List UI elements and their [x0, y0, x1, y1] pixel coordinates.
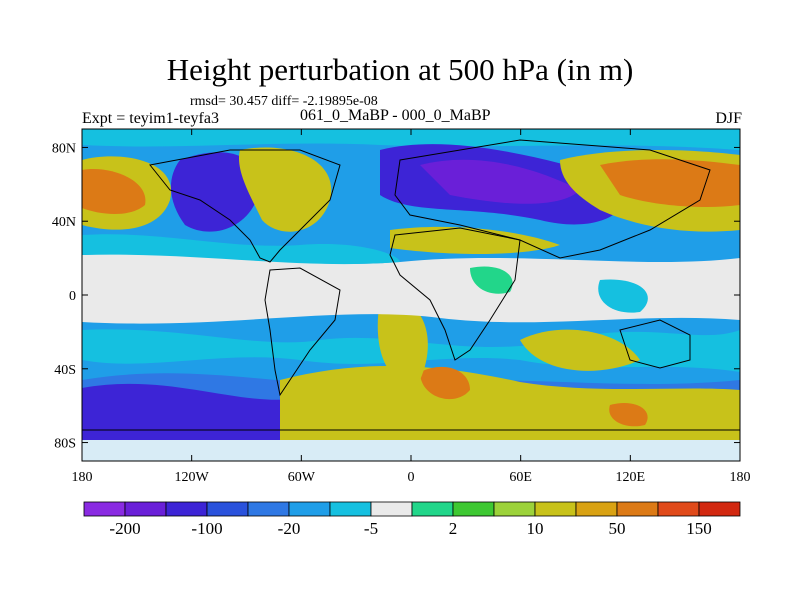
colorbar-label: -100	[191, 519, 222, 538]
colorbar-label: 150	[686, 519, 712, 538]
stats-label: rmsd= 30.457 diff= -2.19895e-08	[190, 94, 378, 109]
antarctic-band	[82, 440, 740, 461]
x-tick-label: 180	[72, 470, 93, 485]
tropical-neutral-band	[82, 254, 740, 324]
colorbar-swatch	[124, 501, 167, 517]
colorbar-swatch	[288, 501, 331, 517]
colorbar-label: 10	[527, 519, 544, 538]
x-axis: 180 120W 60W 0 60E 120E 180	[72, 129, 751, 485]
y-tick-label: 40S	[54, 363, 76, 378]
coastlines	[82, 139, 740, 431]
atlantic-ridge	[239, 147, 332, 232]
colorbar-swatch	[206, 501, 249, 517]
eurasia-trough-core	[420, 159, 580, 204]
colorbar-swatch	[83, 501, 126, 517]
colorbar-swatch	[616, 501, 659, 517]
x-tick-label: 120E	[616, 470, 646, 485]
colorbar-swatch	[452, 501, 495, 517]
siberia-high	[600, 159, 740, 207]
figure-title: Height perturbation at 500 hPa (in m)	[166, 52, 634, 87]
y-axis: 80N 40N 0 40S 80S	[52, 141, 740, 452]
south-indian-high	[609, 402, 648, 427]
south-indian-yellow	[520, 329, 640, 371]
experiment-label: Expt = teyim1-teyfa3	[82, 110, 219, 127]
contour-field	[82, 129, 740, 461]
colorbar-label: -20	[278, 519, 301, 538]
colorbar-label: 50	[609, 519, 626, 538]
south-america-outline	[264, 267, 341, 397]
colorbar-swatch	[247, 501, 290, 517]
colorbar-swatch	[493, 501, 536, 517]
season-label: DJF	[715, 110, 742, 127]
colorbar-label: -200	[109, 519, 140, 538]
australia-outline	[619, 319, 691, 369]
x-tick-label: 60E	[509, 470, 532, 485]
colorbar-swatch	[575, 501, 618, 517]
mediterranean-ridge	[390, 226, 560, 254]
colorbar-swatch	[534, 501, 577, 517]
north-america-outline	[149, 149, 341, 263]
subtropical-cyan	[82, 234, 400, 265]
period-label: 061_0_MaBP - 000_0_MaBP	[300, 107, 491, 124]
x-tick-label: 180	[730, 470, 751, 485]
x-tick-label: 60W	[288, 470, 316, 485]
eurasia-outline	[394, 139, 711, 259]
south-atlantic-yellow	[377, 298, 428, 383]
colorbar-label: 2	[449, 519, 458, 538]
south-pacific-trough	[82, 383, 300, 440]
indonesia-cyan-patch	[598, 279, 648, 313]
y-tick-label: 0	[69, 289, 76, 304]
africa-green-patch	[470, 266, 513, 294]
colorbar: -200 -100 -20 -5 2 10 50 150	[83, 501, 741, 538]
x-tick-label: 120W	[175, 470, 210, 485]
x-tick-label: 0	[408, 470, 415, 485]
y-tick-label: 40N	[52, 215, 76, 230]
y-tick-label: 80N	[52, 141, 76, 156]
colorbar-swatch	[329, 501, 372, 517]
north-america-trough	[170, 152, 260, 232]
colorbar-label: -5	[364, 519, 378, 538]
pacific-high	[82, 169, 146, 214]
colorbar-swatch	[657, 501, 700, 517]
colorbar-swatch	[370, 501, 413, 517]
south-atlantic-high	[420, 366, 470, 400]
y-tick-label: 80S	[54, 437, 76, 452]
colorbar-swatch	[411, 501, 454, 517]
colorbar-swatch	[698, 501, 741, 517]
colorbar-swatch	[165, 501, 208, 517]
